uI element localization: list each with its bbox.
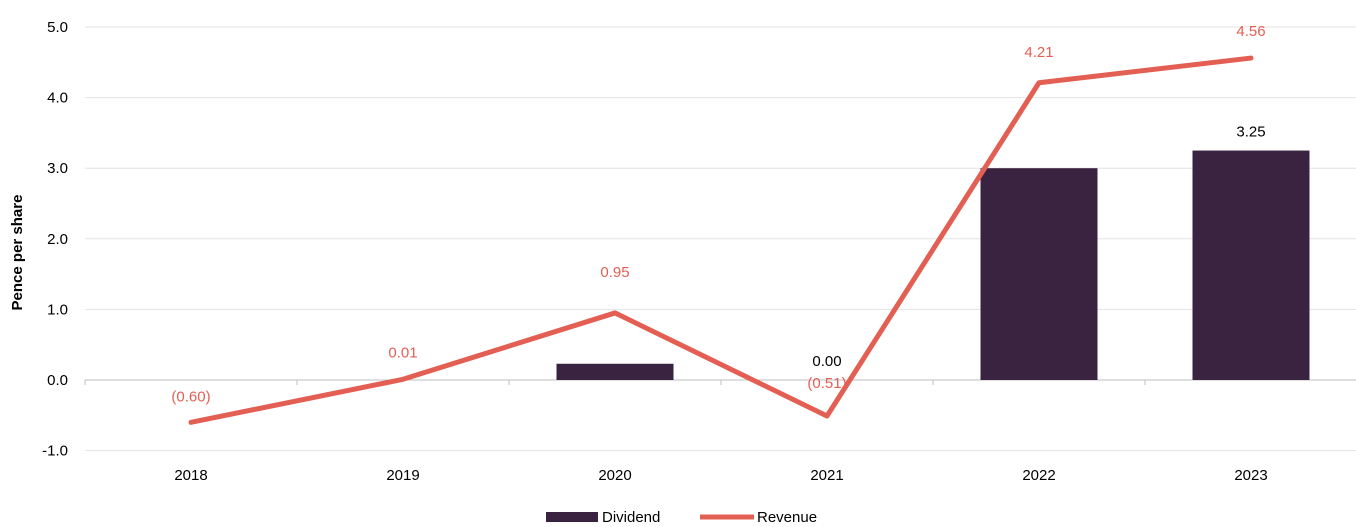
legend-label-dividend: Dividend <box>602 509 660 526</box>
dividend-bar <box>980 168 1098 380</box>
revenue-data-label: 4.56 <box>1236 23 1265 40</box>
dividend-bar <box>1192 150 1310 380</box>
y-tick-label: 3.0 <box>47 160 68 177</box>
y-tick-label: 0.0 <box>47 372 68 389</box>
legend-label-revenue: Revenue <box>757 509 817 526</box>
y-tick-label: -1.0 <box>42 443 68 460</box>
x-tick-label: 2023 <box>1234 467 1267 484</box>
x-tick-label: 2022 <box>1022 467 1055 484</box>
x-tick-label: 2019 <box>386 467 419 484</box>
legend: Dividend Revenue <box>546 509 817 526</box>
revenue-data-label: 4.21 <box>1024 44 1053 61</box>
revenue-data-label: 0.95 <box>600 264 629 281</box>
revenue-line <box>188 55 1254 425</box>
y-tick-label: 2.0 <box>47 231 68 248</box>
data-labels: 0.00 3.25 (0.60) 0.01 0.95 (0.51) 4.21 4.56 <box>171 23 1265 405</box>
revenue-data-label: 0.01 <box>388 344 417 361</box>
dividend-data-label: 0.00 <box>812 353 841 370</box>
y-tick-label: 1.0 <box>47 301 68 318</box>
x-tick-label: 2020 <box>598 467 631 484</box>
x-tick-label: 2018 <box>174 467 207 484</box>
y-axis-title: Pence per share <box>9 195 26 311</box>
dividend-bar <box>556 363 674 380</box>
gridlines <box>85 26 1356 452</box>
revenue-data-label: (0.60) <box>171 388 210 405</box>
dividend-data-label: 3.25 <box>1236 124 1265 141</box>
revenue-data-label: (0.51) <box>807 375 846 392</box>
y-tick-label: 5.0 <box>47 19 68 36</box>
x-tick-label: 2021 <box>810 467 843 484</box>
legend-swatch-dividend <box>546 512 598 522</box>
y-tick-label: 4.0 <box>47 90 68 107</box>
axes: 5.0 4.0 3.0 2.0 1.0 0.0 -1.0 2018 2019 2020 2021 20… <box>9 19 1356 484</box>
revenue-line-group <box>188 55 1254 425</box>
dividend-bars <box>556 150 1310 380</box>
